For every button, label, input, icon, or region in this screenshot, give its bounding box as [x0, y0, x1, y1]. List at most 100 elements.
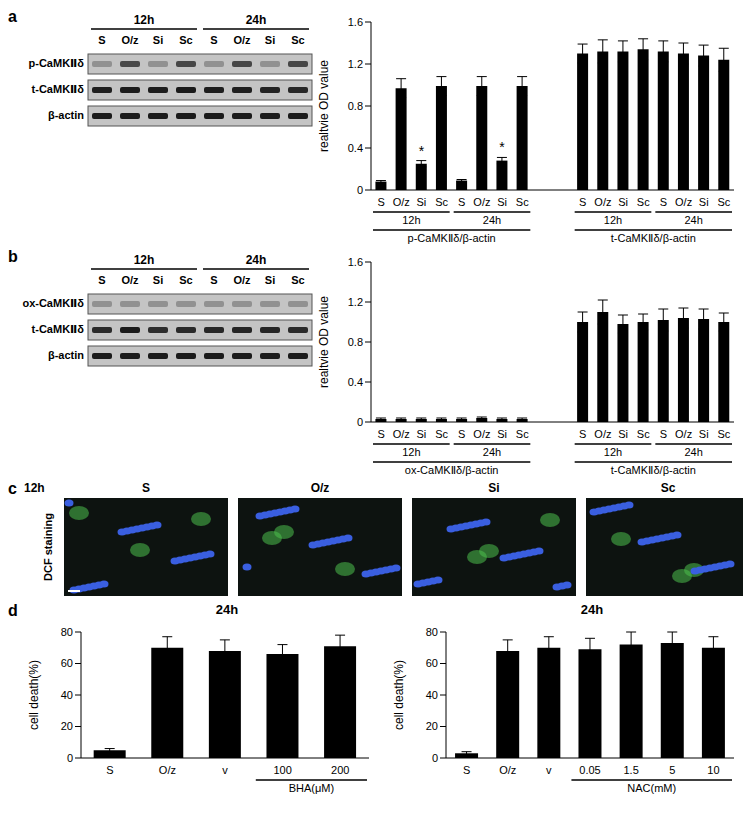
svg-text:Si: Si	[699, 196, 709, 208]
svg-text:Si: Si	[488, 481, 499, 495]
svg-text:1.6: 1.6	[348, 256, 363, 268]
svg-text:DCF staining: DCF staining	[42, 513, 54, 581]
svg-text:20: 20	[61, 720, 73, 732]
svg-text:24h: 24h	[246, 13, 267, 27]
svg-text:O/z: O/z	[233, 34, 251, 46]
svg-text:12h: 12h	[402, 446, 420, 458]
svg-text:O/z: O/z	[233, 274, 251, 286]
svg-text:S: S	[377, 428, 384, 440]
svg-text:24h: 24h	[684, 214, 702, 226]
svg-text:100: 100	[273, 764, 291, 776]
svg-text:S: S	[458, 196, 465, 208]
svg-text:24h: 24h	[483, 446, 501, 458]
svg-text:S: S	[463, 764, 470, 776]
svg-text:Sc: Sc	[637, 428, 650, 440]
svg-text:60: 60	[426, 657, 438, 669]
svg-text:ox-CaMKⅡδ: ox-CaMKⅡδ	[22, 297, 84, 309]
svg-text:5: 5	[669, 764, 675, 776]
svg-text:Sc: Sc	[435, 428, 448, 440]
svg-text:S: S	[660, 428, 667, 440]
svg-text:0.4: 0.4	[348, 376, 363, 388]
svg-text:S: S	[458, 428, 465, 440]
svg-text:Sc: Sc	[516, 428, 529, 440]
svg-text:Si: Si	[417, 428, 427, 440]
svg-text:S: S	[98, 34, 105, 46]
svg-text:O/z: O/z	[310, 481, 329, 495]
svg-text:S: S	[660, 196, 667, 208]
svg-text:Sc: Sc	[435, 196, 448, 208]
svg-text:O/z: O/z	[121, 274, 139, 286]
svg-text:Sc: Sc	[179, 274, 192, 286]
svg-text:Sc: Sc	[291, 34, 304, 46]
svg-text:20: 20	[426, 720, 438, 732]
svg-text:1.2: 1.2	[348, 58, 363, 70]
svg-text:Sc: Sc	[179, 34, 192, 46]
svg-text:ox-CaMKⅡδ/β-actin: ox-CaMKⅡδ/β-actin	[405, 464, 499, 476]
svg-text:12h: 12h	[24, 481, 45, 495]
svg-text:O/z: O/z	[675, 428, 692, 440]
svg-text:v: v	[546, 764, 552, 776]
svg-text:*: *	[419, 143, 425, 159]
svg-text:β-actin: β-actin	[48, 349, 84, 361]
svg-text:40: 40	[426, 689, 438, 701]
svg-text:O/z: O/z	[473, 196, 490, 208]
svg-text:40: 40	[61, 689, 73, 701]
svg-text:Sc: Sc	[637, 196, 650, 208]
svg-text:24h: 24h	[246, 253, 267, 267]
svg-text:realtvie OD value: realtvie OD value	[317, 296, 331, 388]
svg-text:24h: 24h	[483, 214, 501, 226]
svg-text:1.6: 1.6	[348, 16, 363, 28]
svg-text:p-CaMKⅡδ: p-CaMKⅡδ	[29, 57, 85, 69]
svg-text:12h: 12h	[134, 13, 155, 27]
svg-text:cell death(%): cell death(%)	[27, 660, 41, 730]
svg-text:0.8: 0.8	[348, 100, 363, 112]
svg-text:Sc: Sc	[660, 481, 675, 495]
svg-text:Si: Si	[618, 428, 628, 440]
svg-text:realtvie OD value: realtvie OD value	[317, 60, 331, 152]
svg-text:S: S	[106, 764, 113, 776]
svg-text:0.05: 0.05	[579, 764, 600, 776]
svg-text:24h: 24h	[684, 446, 702, 458]
svg-text:S: S	[98, 274, 105, 286]
svg-text:O/z: O/z	[675, 196, 692, 208]
svg-text:S: S	[210, 274, 217, 286]
svg-text:Si: Si	[265, 34, 275, 46]
svg-text:Sc: Sc	[717, 196, 730, 208]
svg-text:Si: Si	[699, 428, 709, 440]
svg-text:S: S	[377, 196, 384, 208]
svg-text:Sc: Sc	[291, 274, 304, 286]
svg-text:S: S	[210, 34, 217, 46]
svg-text:S: S	[579, 428, 586, 440]
svg-text:O/z: O/z	[473, 428, 490, 440]
svg-text:0: 0	[357, 184, 363, 196]
svg-text:0.8: 0.8	[348, 336, 363, 348]
svg-text:cell death(%): cell death(%)	[392, 660, 406, 730]
svg-text:0: 0	[432, 752, 438, 764]
svg-text:O/z: O/z	[393, 428, 410, 440]
svg-text:Si: Si	[497, 428, 507, 440]
svg-text:200: 200	[331, 764, 349, 776]
svg-text:1.5: 1.5	[623, 764, 638, 776]
svg-text:β-actin: β-actin	[48, 109, 84, 121]
svg-text:t-CaMKⅡδ: t-CaMKⅡδ	[32, 323, 85, 335]
svg-text:0.4: 0.4	[348, 142, 363, 154]
svg-text:10: 10	[707, 764, 719, 776]
svg-text:O/z: O/z	[594, 196, 611, 208]
svg-text:80: 80	[61, 626, 73, 638]
svg-text:Si: Si	[417, 196, 427, 208]
svg-text:BHA(μM): BHA(μM)	[289, 782, 334, 794]
svg-text:p-CaMKⅡδ/β-actin: p-CaMKⅡδ/β-actin	[408, 232, 496, 244]
svg-text:Sc: Sc	[516, 196, 529, 208]
svg-text:O/z: O/z	[159, 764, 176, 776]
svg-text:O/z: O/z	[393, 196, 410, 208]
svg-text:Si: Si	[618, 196, 628, 208]
svg-text:12h: 12h	[402, 214, 420, 226]
svg-text:60: 60	[61, 657, 73, 669]
svg-text:12h: 12h	[134, 253, 155, 267]
svg-text:1.2: 1.2	[348, 296, 363, 308]
svg-text:Sc: Sc	[717, 428, 730, 440]
svg-text:0: 0	[357, 416, 363, 428]
svg-text:t-CaMKⅡδ/β-actin: t-CaMKⅡδ/β-actin	[611, 464, 696, 476]
svg-text:12h: 12h	[604, 446, 622, 458]
svg-text:*: *	[499, 139, 505, 155]
